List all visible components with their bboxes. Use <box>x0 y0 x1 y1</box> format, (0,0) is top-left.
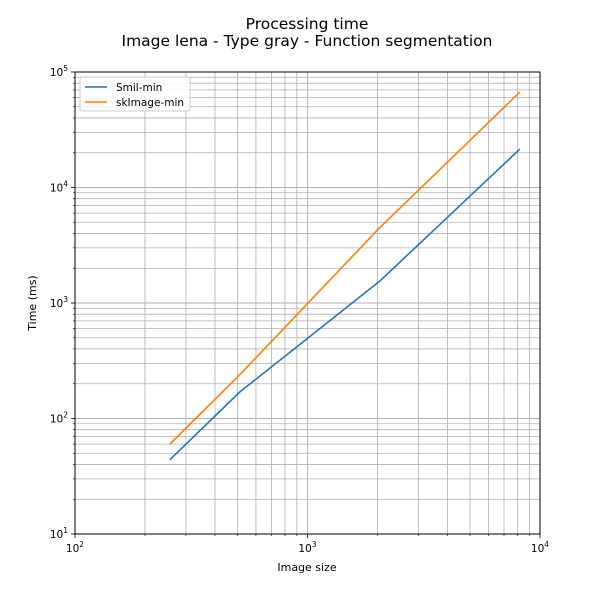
y-axis-label: Time (ms) <box>26 275 39 331</box>
chart-title: Processing time <box>246 15 369 33</box>
legend-label: skImage-min <box>116 97 184 109</box>
tick-label: 102 <box>66 540 84 555</box>
series-line-skimage-min <box>169 91 521 445</box>
series-line-smil-min <box>169 148 521 461</box>
tick-label: 104 <box>50 180 68 195</box>
chart-subtitle: Image lena - Type gray - Function segmen… <box>122 32 493 50</box>
tick-label: 101 <box>50 526 68 541</box>
tick-label: 104 <box>531 540 549 555</box>
tick-label: 105 <box>50 64 68 79</box>
legend-label: Smil-min <box>116 82 162 94</box>
x-axis-label: Image size <box>277 561 337 574</box>
tick-label: 103 <box>50 295 68 310</box>
series-layer <box>169 91 521 461</box>
grid <box>75 72 540 534</box>
legend: Smil-min skImage-min <box>79 76 191 112</box>
tick-label: 103 <box>298 540 316 555</box>
legend-box <box>79 76 191 112</box>
tick-label: 102 <box>50 411 68 426</box>
